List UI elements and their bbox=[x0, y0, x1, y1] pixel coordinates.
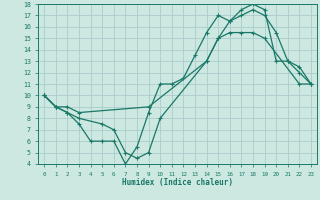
X-axis label: Humidex (Indice chaleur): Humidex (Indice chaleur) bbox=[122, 178, 233, 187]
